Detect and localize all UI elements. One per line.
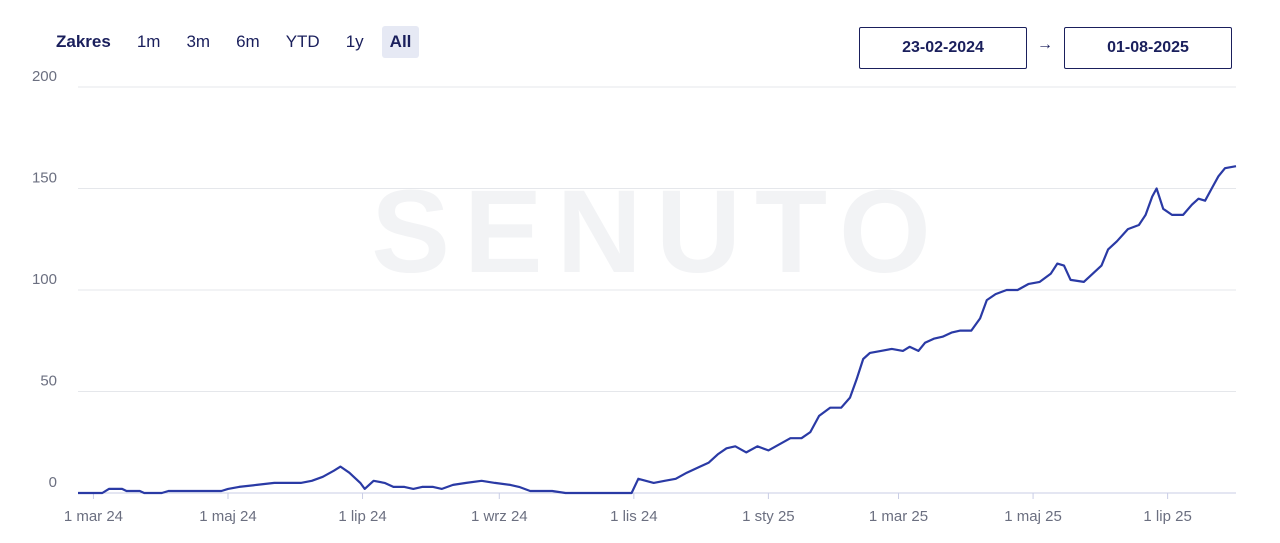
x-tick-label: 1 maj 24 [199, 508, 257, 525]
y-tick-label: 200 [32, 68, 57, 85]
x-tick-label: 1 maj 25 [1004, 508, 1062, 525]
range-label: Zakres [56, 32, 111, 51]
range-button-3m[interactable]: 3m [186, 32, 211, 51]
date-from-field[interactable]: 23-02-2024 [859, 27, 1027, 69]
y-tick-label: 100 [32, 271, 57, 288]
watermark: SENUTO [371, 166, 945, 298]
range-button-1y[interactable]: 1y [345, 32, 364, 51]
date-arrow-icon: → [1037, 36, 1053, 53]
x-tick-label: 1 mar 25 [869, 508, 928, 525]
x-tick-label: 1 lip 25 [1143, 508, 1191, 525]
y-tick-label: 0 [49, 474, 57, 491]
x-tick-label: 1 lis 24 [610, 508, 658, 525]
y-tick-label: 50 [40, 373, 57, 390]
y-tick-label: 150 [32, 170, 57, 187]
range-button-all[interactable]: All [381, 26, 420, 58]
series-line [78, 165, 1237, 495]
range-button-6m[interactable]: 6m [236, 32, 260, 51]
x-tick-label: 1 wrz 24 [471, 508, 528, 525]
x-tick-label: 1 lip 24 [338, 508, 386, 525]
date-to-field[interactable]: 01-08-2025 [1064, 27, 1232, 69]
range-selector: Zakres 1m 3m 6m YTD 1y All [56, 26, 429, 58]
range-button-1m[interactable]: 1m [136, 32, 161, 51]
range-button-ytd[interactable]: YTD [285, 32, 320, 51]
x-tick-label: 1 sty 25 [742, 508, 795, 525]
x-tick-label: 1 mar 24 [64, 508, 123, 525]
